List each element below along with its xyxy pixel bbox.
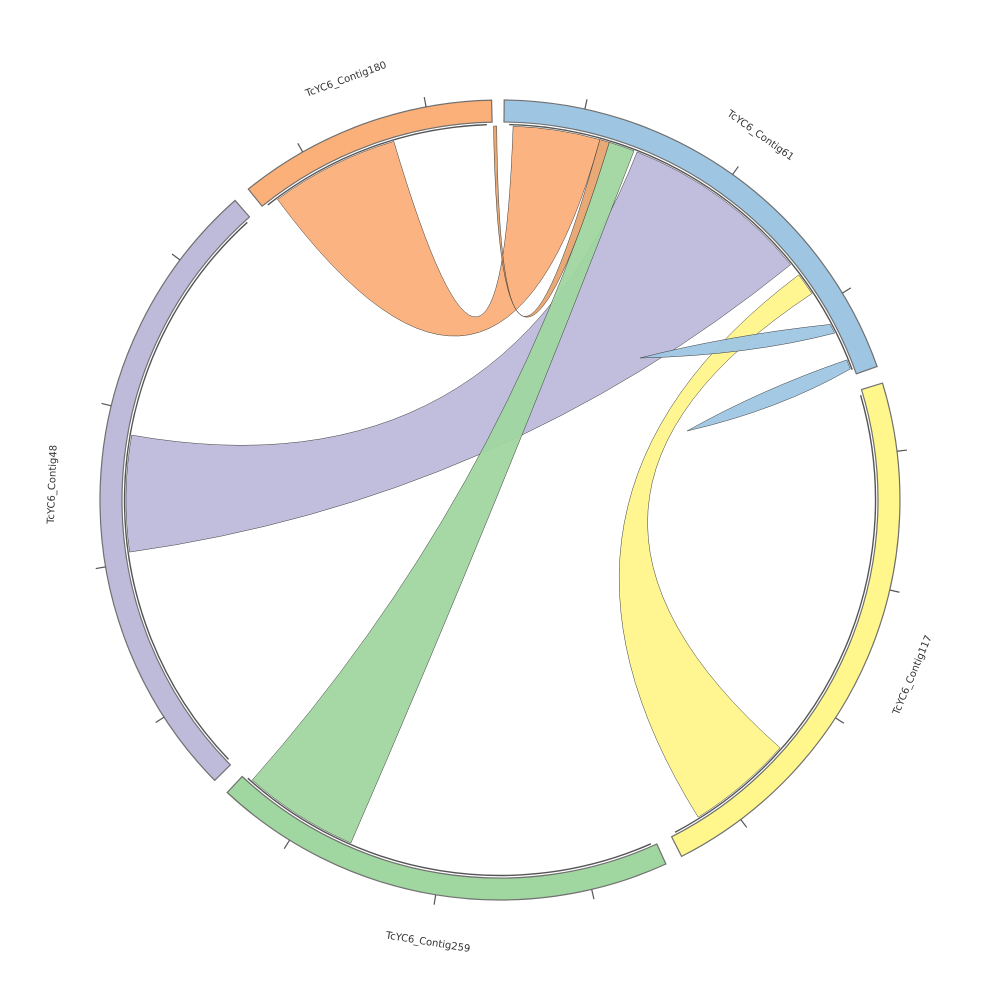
sector-label-c259: TcYC6_Contig259 (384, 930, 471, 955)
sector-c259[interactable] (226, 775, 667, 901)
sector-label-c180: TcYC6_Contig180 (303, 60, 388, 100)
inner-ring-layer (123, 123, 877, 877)
tick-c259 (283, 839, 291, 849)
tick-c48 (101, 402, 112, 407)
sector-label-c117: TcYC6_Contig117 (891, 634, 935, 718)
tick-c259 (433, 894, 437, 905)
inner-ring-c259 (247, 777, 652, 877)
sector-label-c61: TcYC6_Contig61 (724, 108, 796, 163)
tick-c48 (155, 716, 165, 724)
tick-c48 (171, 253, 181, 261)
sector-c61[interactable] (503, 99, 878, 375)
sector-c180[interactable] (247, 99, 493, 208)
links-layer (125, 125, 851, 844)
link-c48-c61-1[interactable] (125, 151, 792, 553)
link-c180-c61-0[interactable] (277, 125, 601, 337)
inner-ring-c180 (267, 124, 487, 206)
tick-c180 (423, 96, 427, 108)
tick-c61 (732, 166, 739, 175)
tick-c259 (591, 889, 595, 900)
tick-c48 (95, 566, 106, 570)
inner-ring-c117 (674, 395, 877, 833)
link-c61-c61-6[interactable] (686, 359, 851, 432)
inner-ring-c61 (509, 123, 853, 370)
tick-c117 (740, 819, 748, 828)
sectors-layer (95, 96, 908, 905)
sector-label-c48: TcYC6_Contig48 (46, 445, 60, 525)
tick-c117 (889, 589, 900, 593)
inner-ring-c48 (123, 221, 248, 760)
sector-c117[interactable] (670, 382, 901, 858)
tick-c61 (842, 287, 852, 294)
tick-c180 (297, 143, 304, 153)
tick-c117 (896, 449, 908, 452)
sector-c48[interactable] (99, 199, 251, 782)
link-c61-c117-2[interactable] (618, 274, 813, 818)
tick-c117 (835, 717, 845, 724)
link-c61-c61-5[interactable] (639, 324, 836, 359)
tick-c61 (584, 99, 588, 110)
link-c180-c61-4[interactable] (493, 125, 610, 318)
